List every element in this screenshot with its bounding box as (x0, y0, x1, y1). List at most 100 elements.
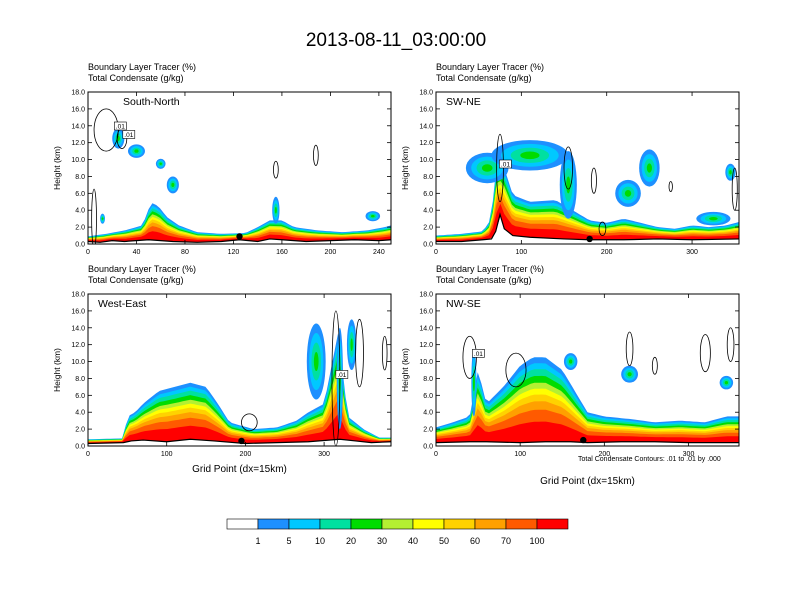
colorbar-swatch (381, 518, 414, 530)
y-tick-label: 16.0 (419, 308, 433, 315)
site-marker (586, 235, 593, 243)
x-tick-label: 40 (133, 249, 141, 256)
x-tick-label: 300 (686, 249, 698, 256)
colorbar-swatch (536, 518, 569, 530)
plot-south-north: .01.01South-North0.02.04.06.08.010.012.0… (52, 90, 392, 256)
colorbar-label: 20 (346, 536, 356, 546)
y-axis-label: Height (km) (400, 348, 410, 392)
y-tick-label: 4.0 (423, 208, 433, 215)
y-tick-label: 2.0 (423, 427, 433, 434)
y-tick-label: 12.0 (71, 342, 85, 349)
region-label: West-East (98, 298, 146, 310)
x-tick-label: 120 (228, 249, 240, 256)
panel-title-line-1: Boundary Layer Tracer (%) (88, 62, 197, 72)
plot-sw-ne: .01 SW-NE 0.0 2.0 4.0 6.0 8.0 10.0 12.0 14.0 16.0 1… (400, 90, 740, 256)
colorbar-label: 50 (439, 536, 449, 546)
x-tick-label: 300 (318, 451, 330, 458)
y-tick-label: 10.0 (419, 157, 433, 164)
site-marker (238, 437, 245, 445)
contour-label: .01 (474, 351, 483, 358)
x-tick-label: 200 (325, 249, 337, 256)
contour-label-box (335, 370, 349, 379)
colorbar-swatch (319, 518, 352, 530)
plot-area: .01 (88, 310, 391, 446)
terrain-line (88, 238, 391, 243)
y-tick-label: 18.0 (419, 90, 433, 97)
colorbar-label: 1 (255, 536, 260, 546)
y-axis-label: Height (km) (400, 146, 410, 190)
contour-label-box (472, 349, 485, 358)
condensate-contour (355, 318, 364, 388)
y-tick-label: 14.0 (71, 123, 85, 130)
cloud-blob (313, 352, 319, 372)
contour-label-box (114, 121, 127, 131)
panel-title-line-2: Total Condensate (g/kg) (436, 275, 532, 285)
x-tick-label: 240 (373, 249, 385, 256)
y-tick-label: 8.0 (423, 174, 433, 181)
panel-title-line-1: Boundary Layer Tracer (%) (436, 62, 545, 72)
colorbar: 1 5 10 20 30 40 50 60 70 100 (226, 518, 569, 546)
x-axis-label: Grid Point (dx=15km) (192, 464, 287, 475)
y-tick-label: 4.0 (75, 208, 85, 215)
cloud-blob (350, 338, 353, 351)
y-tick-label: 12.0 (71, 140, 85, 147)
colorbar-label: 40 (408, 536, 418, 546)
terrain-line (436, 212, 739, 243)
y-tick-label: 4.0 (75, 410, 85, 417)
contour-footnote: Total Condensate Contours: .01 to .01 by… (578, 456, 721, 463)
region-label: South-North (123, 96, 180, 108)
y-tick-label: 16.0 (71, 308, 85, 315)
cloud-blob (274, 206, 277, 214)
contour-label-box (122, 130, 136, 139)
tracer-band-10 (88, 414, 391, 444)
condensate-contour (598, 221, 607, 236)
condensate-contour (731, 167, 738, 211)
colorbar-swatch (226, 518, 259, 530)
terrain-line (436, 441, 739, 444)
plot-frame (87, 91, 392, 245)
y-tick-label: 2.0 (75, 225, 85, 232)
colorbar-swatch (412, 518, 445, 530)
cloud-blob (627, 372, 632, 377)
y-tick-label: 14.0 (419, 123, 433, 130)
panel-title-line-2: Total Condensate (g/kg) (88, 73, 184, 83)
x-axis-label: Grid Point (dx=15km) (540, 476, 635, 487)
y-tick-label: 18.0 (71, 90, 85, 97)
condensate-contour (241, 413, 258, 432)
contour-label: .01 (124, 132, 133, 139)
condensate-contour (699, 334, 711, 373)
cloud-blob (568, 359, 573, 364)
cloud-blob (472, 374, 475, 392)
condensate-contour (726, 327, 735, 362)
colorbar-label: 70 (501, 536, 511, 546)
y-axis-label: Height (km) (52, 348, 62, 392)
y-tick-label: 12.0 (419, 342, 433, 349)
y-tick-label: 8.0 (75, 376, 85, 383)
condensate-contour (590, 167, 597, 194)
y-tick-label: 10.0 (71, 157, 85, 164)
x-tick-label: 100 (161, 451, 173, 458)
colorbar-swatch (443, 518, 476, 530)
cloud-blob (481, 164, 493, 172)
tracer-band-10 (88, 231, 391, 243)
cloud-blob (566, 176, 571, 194)
cloud-blob (646, 163, 652, 173)
x-tick-label: 200 (601, 249, 613, 256)
colorbar-label: 10 (315, 536, 325, 546)
cloud-blob (624, 189, 632, 197)
y-tick-label: 16.0 (71, 106, 85, 113)
y-axis-label: Height (km) (52, 146, 62, 190)
condensate-contour (668, 181, 673, 193)
y-tick-label: 14.0 (419, 325, 433, 332)
cloud-blob (371, 214, 375, 218)
region-label: NW-SE (446, 298, 481, 310)
contour-label: .01 (337, 372, 346, 379)
condensate-contour (91, 188, 97, 244)
x-tick-label: 0 (434, 451, 438, 458)
condensate-contour (563, 146, 573, 190)
condensate-contour (651, 356, 658, 375)
condensate-contour (625, 331, 634, 367)
y-tick-label: 18.0 (419, 292, 433, 299)
x-tick-label: 100 (514, 451, 526, 458)
